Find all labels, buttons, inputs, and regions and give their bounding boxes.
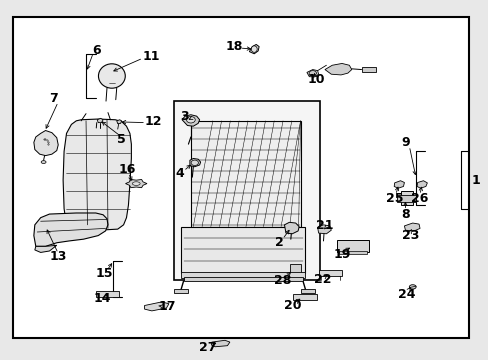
Text: 15: 15: [96, 267, 113, 280]
Polygon shape: [144, 302, 168, 311]
Bar: [190, 121, 300, 226]
Bar: [183, 277, 303, 281]
Ellipse shape: [308, 71, 316, 76]
Text: 19: 19: [333, 248, 350, 261]
Text: 24: 24: [397, 288, 415, 301]
Polygon shape: [404, 223, 419, 231]
Polygon shape: [35, 245, 57, 252]
Ellipse shape: [98, 64, 125, 88]
Text: 13: 13: [49, 250, 67, 263]
Text: 12: 12: [144, 116, 162, 129]
Polygon shape: [63, 119, 131, 230]
Polygon shape: [249, 44, 259, 54]
Bar: [400, 191, 412, 205]
Bar: [336, 240, 368, 252]
Text: 26: 26: [410, 192, 428, 205]
Bar: [181, 226, 305, 273]
Polygon shape: [317, 225, 330, 234]
Ellipse shape: [408, 285, 415, 289]
Text: 22: 22: [313, 273, 330, 286]
Bar: [338, 251, 366, 254]
Polygon shape: [97, 118, 103, 123]
Bar: [173, 101, 320, 280]
Ellipse shape: [132, 182, 140, 185]
Text: 28: 28: [273, 274, 291, 287]
Text: 27: 27: [199, 341, 216, 354]
Polygon shape: [182, 115, 199, 126]
Text: 7: 7: [49, 93, 58, 105]
Polygon shape: [125, 180, 147, 188]
Polygon shape: [34, 213, 108, 246]
Text: 25: 25: [385, 192, 403, 205]
Text: 18: 18: [225, 40, 243, 53]
Polygon shape: [325, 63, 351, 75]
Text: 23: 23: [401, 229, 418, 242]
Polygon shape: [117, 120, 122, 124]
Text: 8: 8: [400, 208, 409, 221]
Bar: [318, 270, 341, 276]
Polygon shape: [211, 340, 229, 347]
Bar: [96, 291, 119, 297]
Text: 2: 2: [275, 235, 284, 248]
Text: 9: 9: [400, 136, 409, 149]
Text: 17: 17: [159, 300, 176, 313]
Text: 6: 6: [92, 44, 101, 57]
Bar: [361, 67, 375, 72]
Bar: [289, 264, 300, 275]
Bar: [293, 294, 316, 300]
Polygon shape: [416, 181, 427, 188]
Ellipse shape: [41, 161, 46, 163]
Text: 14: 14: [93, 292, 111, 305]
Ellipse shape: [251, 46, 257, 52]
Bar: [396, 195, 415, 202]
Polygon shape: [393, 181, 404, 188]
Text: 4: 4: [175, 167, 184, 180]
Bar: [181, 272, 305, 278]
Text: 10: 10: [307, 73, 325, 86]
Polygon shape: [284, 222, 299, 234]
Bar: [300, 289, 315, 293]
Text: 3: 3: [180, 110, 188, 123]
Polygon shape: [306, 69, 318, 77]
Ellipse shape: [191, 160, 198, 166]
Polygon shape: [34, 131, 58, 156]
Text: 21: 21: [316, 219, 333, 232]
Bar: [173, 289, 188, 293]
Text: 1: 1: [471, 174, 480, 186]
Text: 16: 16: [119, 163, 136, 176]
Ellipse shape: [186, 117, 195, 123]
Polygon shape: [189, 158, 200, 167]
Bar: [13, 17, 468, 338]
Text: 11: 11: [142, 50, 159, 63]
Text: 20: 20: [283, 299, 301, 312]
Text: 5: 5: [117, 133, 126, 146]
